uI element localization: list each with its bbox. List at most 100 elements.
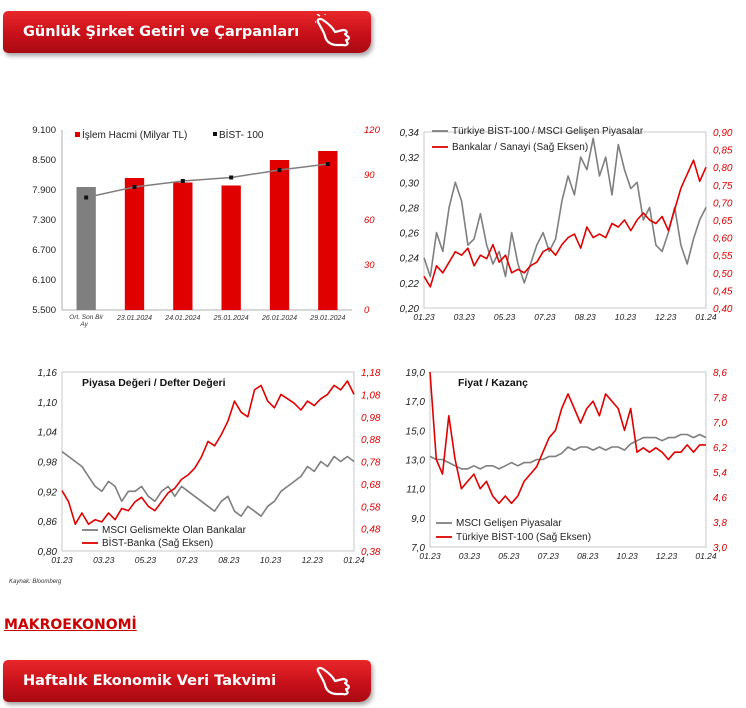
y2-tick-label: 7,8 bbox=[713, 393, 727, 404]
series-line-bist bbox=[86, 163, 328, 199]
bist-marker bbox=[132, 185, 137, 189]
y-tick-label: 0,86 bbox=[38, 517, 58, 528]
y2-tick-label: 90 bbox=[364, 170, 375, 181]
legend-label: İşlem Hacmi (Milyar TL) bbox=[82, 128, 187, 141]
y2-tick-label: 0,90 bbox=[713, 128, 733, 139]
y2-tick-label: 30 bbox=[364, 260, 375, 271]
x-tick-label: 05.23 bbox=[494, 312, 516, 322]
x-tick-label: 08.23 bbox=[577, 551, 599, 561]
x-tick-label: 10.23 bbox=[615, 312, 637, 322]
y-tick-label: 9.100 bbox=[32, 125, 56, 136]
x-tick-label: 08.23 bbox=[218, 555, 240, 565]
y-tick-label: 0,98 bbox=[38, 458, 58, 469]
y2-tick-label: 0,98 bbox=[361, 413, 381, 424]
y-tick-label: 8.500 bbox=[32, 155, 56, 166]
y2-tick-label: 0,48 bbox=[361, 525, 381, 536]
x-tick-label: 07.23 bbox=[538, 551, 560, 561]
y-tick-label: 13,0 bbox=[406, 456, 426, 467]
x-tick-label: Ay bbox=[79, 321, 88, 328]
y-tick-label: 7.900 bbox=[32, 185, 56, 196]
plot-area bbox=[429, 371, 707, 548]
x-tick-label: 24.01.2024 bbox=[164, 315, 200, 322]
y2-tick-label: 0,88 bbox=[361, 435, 381, 446]
y-tick-label: 0,32 bbox=[400, 153, 420, 164]
series-line bbox=[61, 450, 355, 517]
x-tick-label: Ort. Son Bir bbox=[69, 314, 104, 321]
y2-tick-label: 0,68 bbox=[361, 480, 381, 491]
legend-label: Bankalar / Sanayi (Sağ Eksen) bbox=[452, 142, 588, 153]
y2-tick-label: 0,45 bbox=[713, 286, 733, 297]
bist-marker bbox=[180, 179, 185, 183]
bist-marker bbox=[325, 162, 330, 166]
y-tick-label: 11,0 bbox=[406, 485, 425, 496]
series-line bbox=[423, 159, 707, 288]
legend-label: Türkiye BİST-100 (Sağ Eksen) bbox=[456, 530, 591, 543]
y2-tick-label: 0,65 bbox=[713, 216, 733, 227]
bar bbox=[318, 151, 338, 310]
y-tick-label: 0,20 bbox=[400, 304, 420, 315]
bar bbox=[173, 182, 193, 310]
legend-swatch bbox=[213, 132, 217, 136]
header-banner[interactable]: Günlük Şirket Getiri ve Çarpanları bbox=[3, 11, 371, 53]
y-tick-label: 7,0 bbox=[411, 543, 425, 554]
header-banner-title: Günlük Şirket Getiri ve Çarpanları bbox=[23, 24, 300, 40]
footer-banner-title: Haftalık Ekonomik Veri Takvimi bbox=[23, 673, 277, 689]
y2-tick-label: 0,70 bbox=[713, 198, 733, 209]
source-note: Kaynak: Bloomberg bbox=[9, 579, 62, 585]
y2-tick-label: 3,8 bbox=[713, 518, 727, 529]
y2-tick-label: 5,4 bbox=[713, 468, 727, 479]
footer-banner[interactable]: Haftalık Ekonomik Veri Takvimi bbox=[3, 660, 371, 702]
pointing-hand-icon bbox=[316, 666, 350, 696]
y2-tick-label: 0,38 bbox=[361, 547, 381, 558]
x-tick-label: 01.23 bbox=[413, 312, 435, 322]
y2-tick-label: 8,6 bbox=[713, 368, 727, 379]
bist-marker bbox=[229, 175, 234, 180]
x-tick-label: 10.23 bbox=[260, 555, 282, 565]
y2-tick-label: 3,0 bbox=[713, 543, 727, 554]
x-tick-label: 07.23 bbox=[177, 555, 199, 565]
y2-tick-label: 7,0 bbox=[713, 418, 727, 429]
y-tick-label: 19,0 bbox=[406, 368, 426, 379]
y-tick-label: 6.100 bbox=[32, 275, 56, 286]
y2-tick-label: 0,78 bbox=[361, 458, 381, 469]
x-tick-label: 29.01.2024 bbox=[309, 315, 345, 322]
bar bbox=[76, 187, 96, 310]
legend-label: MSCI Gelismekte Olan Bankalar bbox=[102, 525, 247, 536]
x-tick-label: 10.23 bbox=[617, 551, 639, 561]
y2-tick-label: 4,6 bbox=[713, 493, 727, 504]
x-tick-label: 12.23 bbox=[302, 555, 324, 565]
x-tick-label: 01.24 bbox=[343, 555, 365, 565]
x-tick-label: 03.23 bbox=[454, 312, 476, 322]
chart-title: Fiyat / Kazanç bbox=[458, 377, 528, 389]
chart-fk: 19,0 17,0 15,0 13,0 11,0 9,0 7,0 8,6 7,8 7,0 6,2 5,… bbox=[406, 368, 728, 561]
y-tick-label: 0,24 bbox=[400, 254, 420, 265]
y2-tick-label: 0,58 bbox=[361, 502, 381, 513]
y-tick-label: 0,92 bbox=[38, 487, 58, 498]
series-line bbox=[61, 380, 355, 525]
plot-area bbox=[423, 131, 707, 309]
chart-bist-msci-ratio: 0,34 0,32 0,30 0,28 0,26 0,24 0,22 0,20 0,90 0,85… bbox=[400, 124, 733, 322]
y-tick-label: 1,16 bbox=[38, 368, 58, 379]
y2-tick-label: 120 bbox=[364, 125, 381, 136]
y2-tick-label: 0,80 bbox=[713, 163, 733, 174]
pointing-hand-icon bbox=[315, 14, 350, 47]
bar bbox=[221, 185, 241, 310]
x-tick-label: 01.24 bbox=[695, 312, 717, 322]
x-tick-label: 23.01.2024 bbox=[116, 315, 152, 322]
y2-tick-label: 0,50 bbox=[713, 269, 733, 280]
y-tick-label: 0,26 bbox=[400, 229, 420, 240]
bist-marker bbox=[84, 195, 89, 200]
y-tick-label: 0,34 bbox=[400, 128, 420, 139]
legend-label: Türkiye BİST-100 / MSCI Gelişen Piyasala… bbox=[452, 124, 644, 137]
section-title-makroekonomi[interactable]: MAKROEKONOMİ bbox=[4, 617, 137, 633]
bist-marker bbox=[277, 168, 282, 172]
x-tick-label: 25.01.2024 bbox=[213, 315, 249, 322]
x-tick-label: 26.01.2024 bbox=[261, 315, 297, 322]
x-tick-label: 03.23 bbox=[459, 551, 481, 561]
x-tick-label: 01.23 bbox=[419, 551, 441, 561]
y2-tick-label: 0,75 bbox=[713, 181, 733, 192]
y-tick-label: 5.500 bbox=[32, 305, 56, 316]
y2-tick-label: 1,18 bbox=[361, 368, 381, 379]
x-tick-label: 12.23 bbox=[655, 312, 677, 322]
y2-tick-label: 6,2 bbox=[713, 443, 727, 454]
